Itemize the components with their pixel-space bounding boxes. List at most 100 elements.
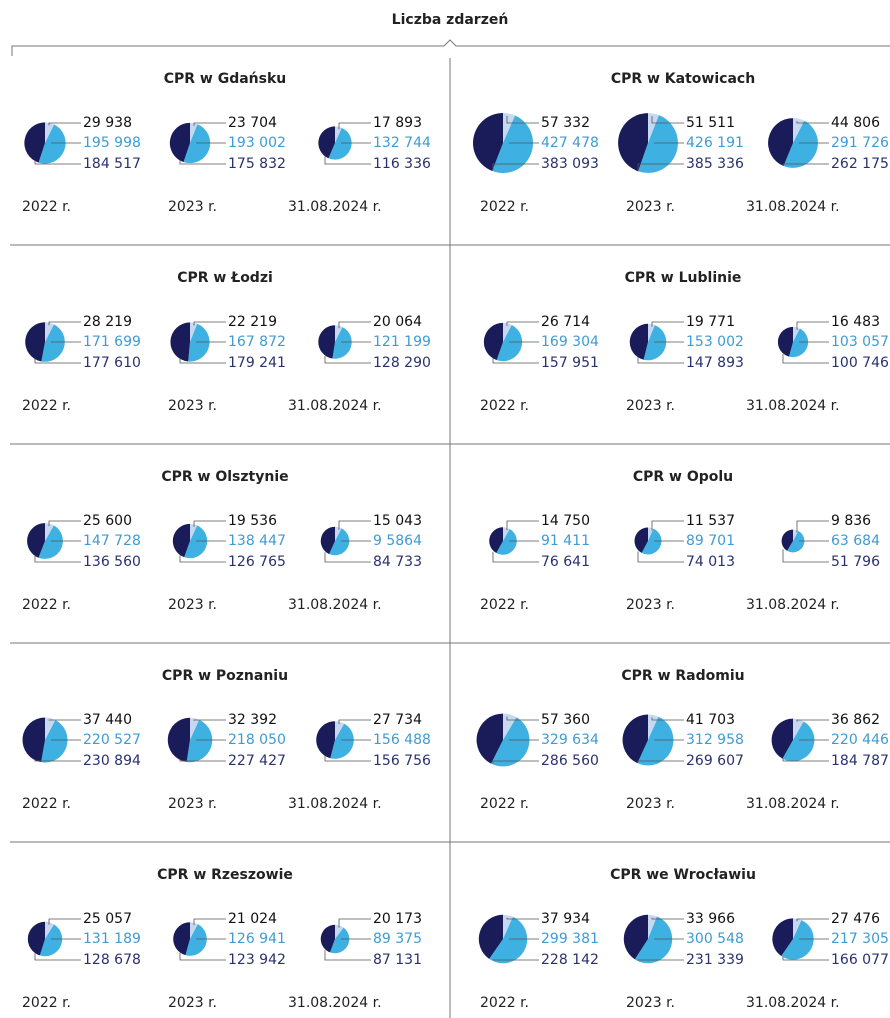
value-label: 218 050 [228, 732, 286, 748]
value-label: 74 013 [686, 554, 735, 570]
pie-slice [335, 526, 342, 541]
value-label: 157 951 [541, 355, 599, 371]
pie-slice [27, 523, 45, 558]
value-label: 36 862 [831, 712, 880, 728]
value-label: 128 678 [83, 952, 141, 968]
year-label: 2022 r. [22, 398, 71, 414]
pie-slice [618, 113, 648, 172]
value-label: 132 744 [373, 135, 431, 151]
leader-line [782, 163, 829, 165]
pie-slice [503, 527, 510, 541]
pie-slice [648, 323, 655, 342]
leader-line [193, 520, 226, 527]
panel-title: CPR w Poznaniu [162, 668, 288, 684]
value-label: 220 527 [83, 732, 141, 748]
pie-slice [38, 124, 66, 164]
value-label: 299 381 [541, 931, 599, 947]
pie-slice [190, 717, 200, 740]
value-label: 136 560 [83, 554, 141, 570]
year-label: 31.08.2024 r. [746, 995, 840, 1011]
panel-title: CPR w Łodzi [177, 270, 273, 286]
leader-line [34, 759, 81, 762]
year-label: 31.08.2024 r. [746, 199, 840, 215]
value-label: 15 043 [373, 513, 422, 529]
year-label: 31.08.2024 r. [288, 796, 382, 812]
pie-slice [503, 322, 512, 342]
pie-slice [503, 113, 516, 143]
value-label: 269 607 [686, 753, 744, 769]
value-label: 16 483 [831, 314, 880, 330]
value-label: 228 142 [541, 952, 599, 968]
pie-slice [648, 527, 654, 541]
pie-slice [185, 924, 207, 956]
pie-slice [335, 924, 344, 939]
value-label: 385 336 [686, 156, 744, 172]
pie-slice [316, 721, 335, 759]
pie-slice [170, 322, 190, 362]
leader-line [796, 918, 829, 922]
value-label: 27 476 [831, 911, 880, 927]
pie-slice [186, 719, 213, 763]
value-label: 116 336 [373, 156, 431, 172]
year-label: 31.08.2024 r. [746, 398, 840, 414]
pie-slice [793, 718, 804, 740]
pie-slice [782, 721, 815, 762]
value-label: 193 002 [228, 135, 286, 151]
leader-line [796, 719, 829, 722]
pie-slice [320, 924, 335, 953]
pie-slice [648, 914, 657, 939]
pie-slice [492, 115, 533, 173]
pie-slice [24, 122, 45, 163]
pie-slice [45, 122, 55, 143]
leader-line [179, 358, 226, 364]
year-label: 2023 r. [168, 995, 217, 1011]
value-label: 329 634 [541, 732, 599, 748]
pie-slice [496, 528, 517, 555]
year-label: 2022 r. [22, 199, 71, 215]
year-label: 2023 r. [626, 796, 675, 812]
value-label: 147 893 [686, 355, 744, 371]
value-label: 17 893 [373, 115, 422, 131]
leader-line [34, 953, 81, 961]
value-label: 230 894 [83, 753, 141, 769]
value-label: 26 714 [541, 314, 590, 330]
pie-slice [648, 714, 659, 740]
year-label: 2022 r. [480, 995, 529, 1011]
value-label: 103 057 [831, 334, 889, 350]
pie-slice [173, 922, 190, 956]
pie-slice [25, 322, 45, 362]
leader-line [782, 758, 829, 762]
value-label: 153 002 [686, 334, 744, 350]
leader-line [338, 321, 371, 329]
year-label: 2022 r. [480, 597, 529, 613]
value-label: 84 733 [373, 554, 422, 570]
pie-slice [793, 118, 805, 143]
leader-line [637, 357, 684, 364]
year-label: 2023 r. [168, 398, 217, 414]
leader-line [651, 520, 684, 531]
panel-title: CPR we Wrocławiu [610, 867, 756, 883]
pie-slice [489, 916, 528, 964]
value-label: 195 998 [83, 135, 141, 151]
value-label: 28 219 [83, 314, 132, 330]
pie-slice [768, 118, 793, 167]
value-label: 27 734 [373, 712, 422, 728]
leader-line [338, 520, 371, 530]
panel-title: CPR w Olsztynie [161, 469, 288, 485]
leader-line [506, 116, 539, 124]
pie-slice [329, 927, 350, 954]
pie-slice [335, 126, 342, 143]
value-label: 169 304 [541, 334, 599, 350]
value-label: 184 787 [831, 753, 889, 769]
value-label: 291 726 [831, 135, 889, 151]
pie-slice [643, 325, 667, 361]
pie-slice [771, 718, 793, 759]
pie-slice [183, 124, 211, 164]
pie-slice [793, 918, 802, 939]
pie-slice [629, 323, 648, 360]
value-label: 25 600 [83, 513, 132, 529]
pie-slice [496, 324, 523, 362]
pie-slice [190, 922, 198, 939]
value-label: 231 339 [686, 952, 744, 968]
